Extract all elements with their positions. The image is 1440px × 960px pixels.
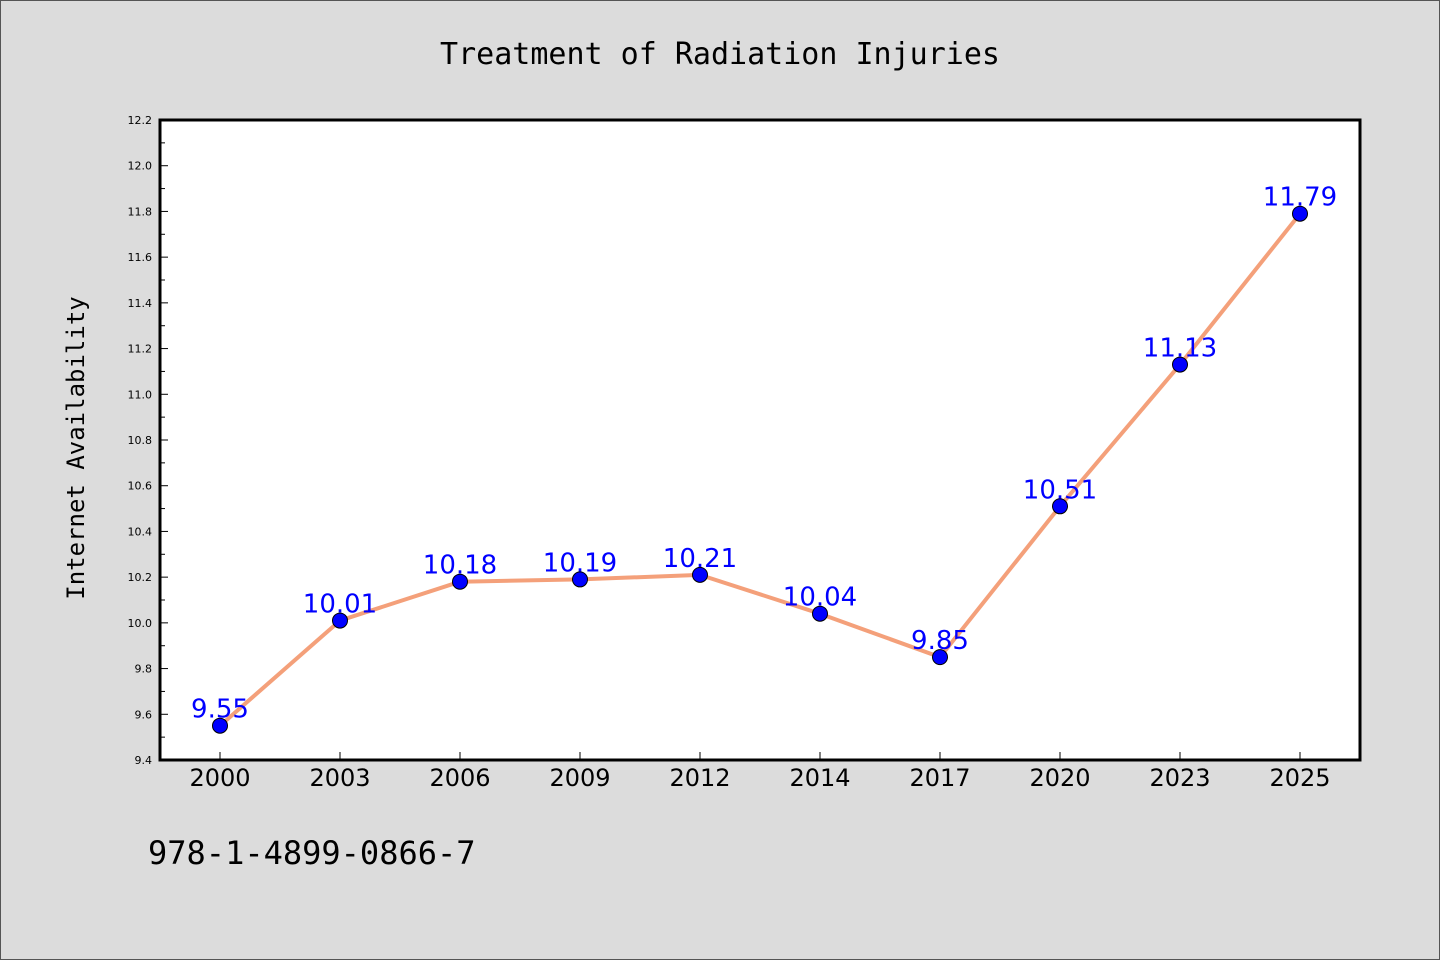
- y-tick-label: 10.2: [128, 571, 153, 584]
- data-label: 10.19: [543, 548, 617, 578]
- footer-isbn: 978-1-4899-0866-7: [148, 834, 476, 872]
- x-axis-ticks: 2000 2003 2006 2009 2012 2014 2017 2020 2023 2025: [189, 752, 1331, 792]
- y-tick-label: 11.0: [128, 388, 153, 401]
- data-label: 11.13: [1143, 334, 1217, 364]
- y-tick-label: 9.6: [135, 708, 153, 721]
- plot-area: [158, 118, 1362, 762]
- y-tick-label: 10.8: [128, 434, 153, 447]
- data-label: 9.85: [911, 626, 969, 656]
- data-point: [572, 571, 588, 588]
- data-point: [1292, 205, 1308, 222]
- x-tick-label: 2009: [549, 764, 610, 792]
- data-label: 10.51: [1023, 475, 1097, 505]
- data-point: [332, 612, 348, 629]
- y-axis-ticks: 9.4 9.6 9.8 10.0 10.2 10.4 10.6 10.8 11.0 11.2 11.…: [128, 114, 168, 767]
- data-label: 9.55: [191, 695, 249, 725]
- data-point: [1052, 498, 1068, 515]
- data-point: [692, 566, 708, 583]
- x-tick-label: 2012: [669, 764, 730, 792]
- x-tick-label: 2025: [1269, 764, 1330, 792]
- x-tick-label: 2020: [1029, 764, 1090, 792]
- data-labels: 9.55 10.01 10.18 10.19 10.21 10.04 9.85 10.51 11…: [191, 183, 1337, 725]
- y-tick-label: 12.0: [128, 160, 153, 173]
- y-tick-label: 11.8: [128, 205, 153, 218]
- y-tick-label: 10.4: [128, 525, 153, 538]
- x-tick-label: 2023: [1149, 764, 1210, 792]
- y-tick-label: 10.0: [128, 617, 153, 630]
- data-point: [812, 605, 828, 622]
- data-point: [1172, 356, 1188, 373]
- data-point: [452, 573, 468, 590]
- y-tick-label: 11.6: [128, 251, 153, 264]
- data-point: [212, 717, 228, 734]
- y-tick-label: 12.2: [128, 114, 153, 127]
- x-tick-label: 2006: [429, 764, 490, 792]
- y-tick-label: 11.2: [128, 343, 153, 356]
- y-tick-label: 9.4: [135, 754, 153, 767]
- y-tick-label: 10.6: [128, 480, 153, 493]
- data-markers: [212, 205, 1308, 734]
- y-axis-label: Internet Availability: [62, 296, 90, 599]
- data-point: [932, 649, 948, 666]
- series-line: [218, 212, 1302, 728]
- x-tick-label: 2003: [309, 764, 370, 792]
- data-label: 10.21: [663, 544, 737, 574]
- x-tick-label: 2014: [789, 764, 850, 792]
- data-label: 11.79: [1263, 183, 1337, 213]
- chart-title: Treatment of Radiation Injuries: [440, 37, 1000, 72]
- y-tick-label: 11.4: [128, 297, 153, 310]
- data-label: 10.01: [303, 590, 377, 620]
- y-tick-label: 9.8: [135, 663, 153, 676]
- x-tick-label: 2000: [189, 764, 250, 792]
- data-label: 10.04: [783, 583, 857, 613]
- data-label: 10.18: [423, 551, 497, 581]
- x-tick-label: 2017: [909, 764, 970, 792]
